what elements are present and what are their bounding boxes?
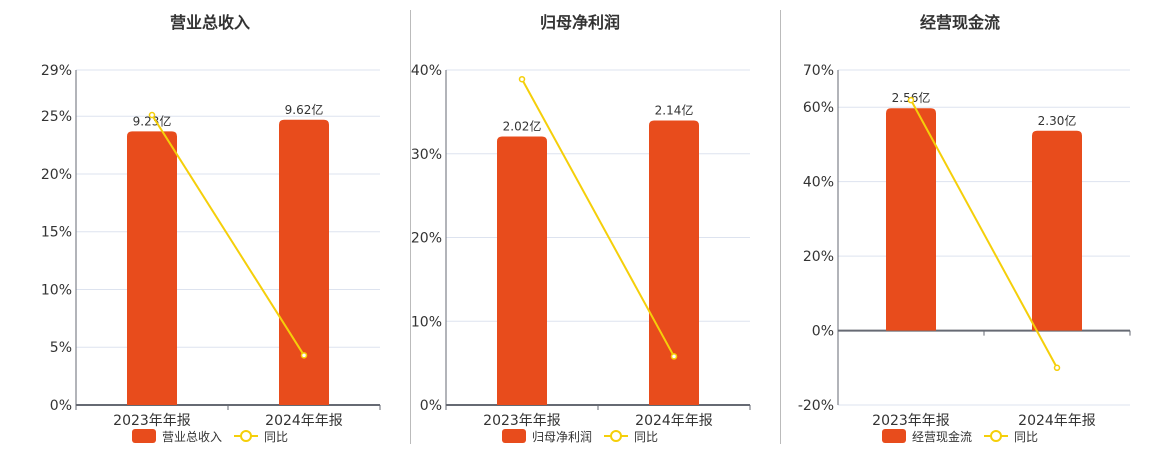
y-tick-label: 10% xyxy=(411,314,442,330)
y-tick-label: 0% xyxy=(812,324,834,340)
legend-line-label: 同比 xyxy=(1014,430,1038,444)
y-tick-label: 20% xyxy=(803,249,834,265)
legend-bar-swatch xyxy=(882,429,906,443)
y-tick-label: 40% xyxy=(803,175,834,191)
legend-bar-label: 营业总收入 xyxy=(162,430,222,444)
x-tick-label: 2024年年报 xyxy=(265,413,343,429)
legend-bar-label: 归母净利润 xyxy=(532,430,592,444)
y-tick-label: 30% xyxy=(411,147,442,163)
y-tick-label: 29% xyxy=(41,63,72,79)
legend-line-label: 同比 xyxy=(264,430,288,444)
y-tick-label: 15% xyxy=(41,225,72,241)
legend-line-label: 同比 xyxy=(634,430,658,444)
x-tick-label: 2023年年报 xyxy=(113,413,191,429)
bar-value-label: 2.02亿 xyxy=(503,118,542,133)
x-tick-label: 2023年年报 xyxy=(872,413,950,429)
bar xyxy=(649,120,699,405)
bar-value-label: 2.30亿 xyxy=(1038,113,1077,128)
legend-line-marker xyxy=(990,430,1002,442)
y-tick-label: 60% xyxy=(803,100,834,116)
y-tick-label: 20% xyxy=(411,231,442,247)
y-tick-label: -20% xyxy=(798,398,834,414)
y-tick-label: 0% xyxy=(50,398,72,414)
panel-divider xyxy=(410,10,411,444)
y-tick-label: 70% xyxy=(803,63,834,79)
y-tick-label: 25% xyxy=(41,109,72,125)
x-tick-label: 2024年年报 xyxy=(635,413,713,429)
chart-title: 营业总收入 xyxy=(170,13,250,32)
y-tick-label: 40% xyxy=(411,63,442,79)
yoy-point xyxy=(670,353,678,360)
yoy-line xyxy=(521,78,675,357)
x-tick-label: 2024年年报 xyxy=(1018,413,1096,429)
bar xyxy=(497,136,547,405)
bar-value-label: 9.62亿 xyxy=(285,102,324,117)
x-tick-label: 2023年年报 xyxy=(483,413,561,429)
bar-value-label: 2.14亿 xyxy=(655,103,694,118)
yoy-line xyxy=(151,114,305,356)
yoy-point xyxy=(907,96,915,104)
bar-value-label: 9.23亿 xyxy=(133,113,172,128)
panel-divider xyxy=(780,10,781,444)
chart-title: 归母净利润 xyxy=(540,13,620,32)
yoy-point xyxy=(300,352,308,359)
y-tick-label: 5% xyxy=(50,340,72,356)
yoy-point xyxy=(148,111,156,119)
yoy-point xyxy=(1053,364,1061,372)
bar xyxy=(279,119,329,406)
y-tick-label: 0% xyxy=(420,398,442,414)
legend-bar-label: 经营现金流 xyxy=(912,429,972,444)
y-tick-label: 10% xyxy=(41,282,72,298)
yoy-point xyxy=(518,75,526,83)
legend-bar-swatch xyxy=(132,429,156,443)
chart-title: 经营现金流 xyxy=(920,13,1000,32)
bar xyxy=(127,131,177,406)
bar xyxy=(1032,130,1082,331)
legend-line-marker xyxy=(610,430,622,442)
legend-line-marker xyxy=(240,430,252,442)
yoy-line xyxy=(910,99,1058,369)
bar xyxy=(886,108,936,331)
legend-bar-swatch xyxy=(502,429,526,443)
y-tick-label: 20% xyxy=(41,167,72,183)
